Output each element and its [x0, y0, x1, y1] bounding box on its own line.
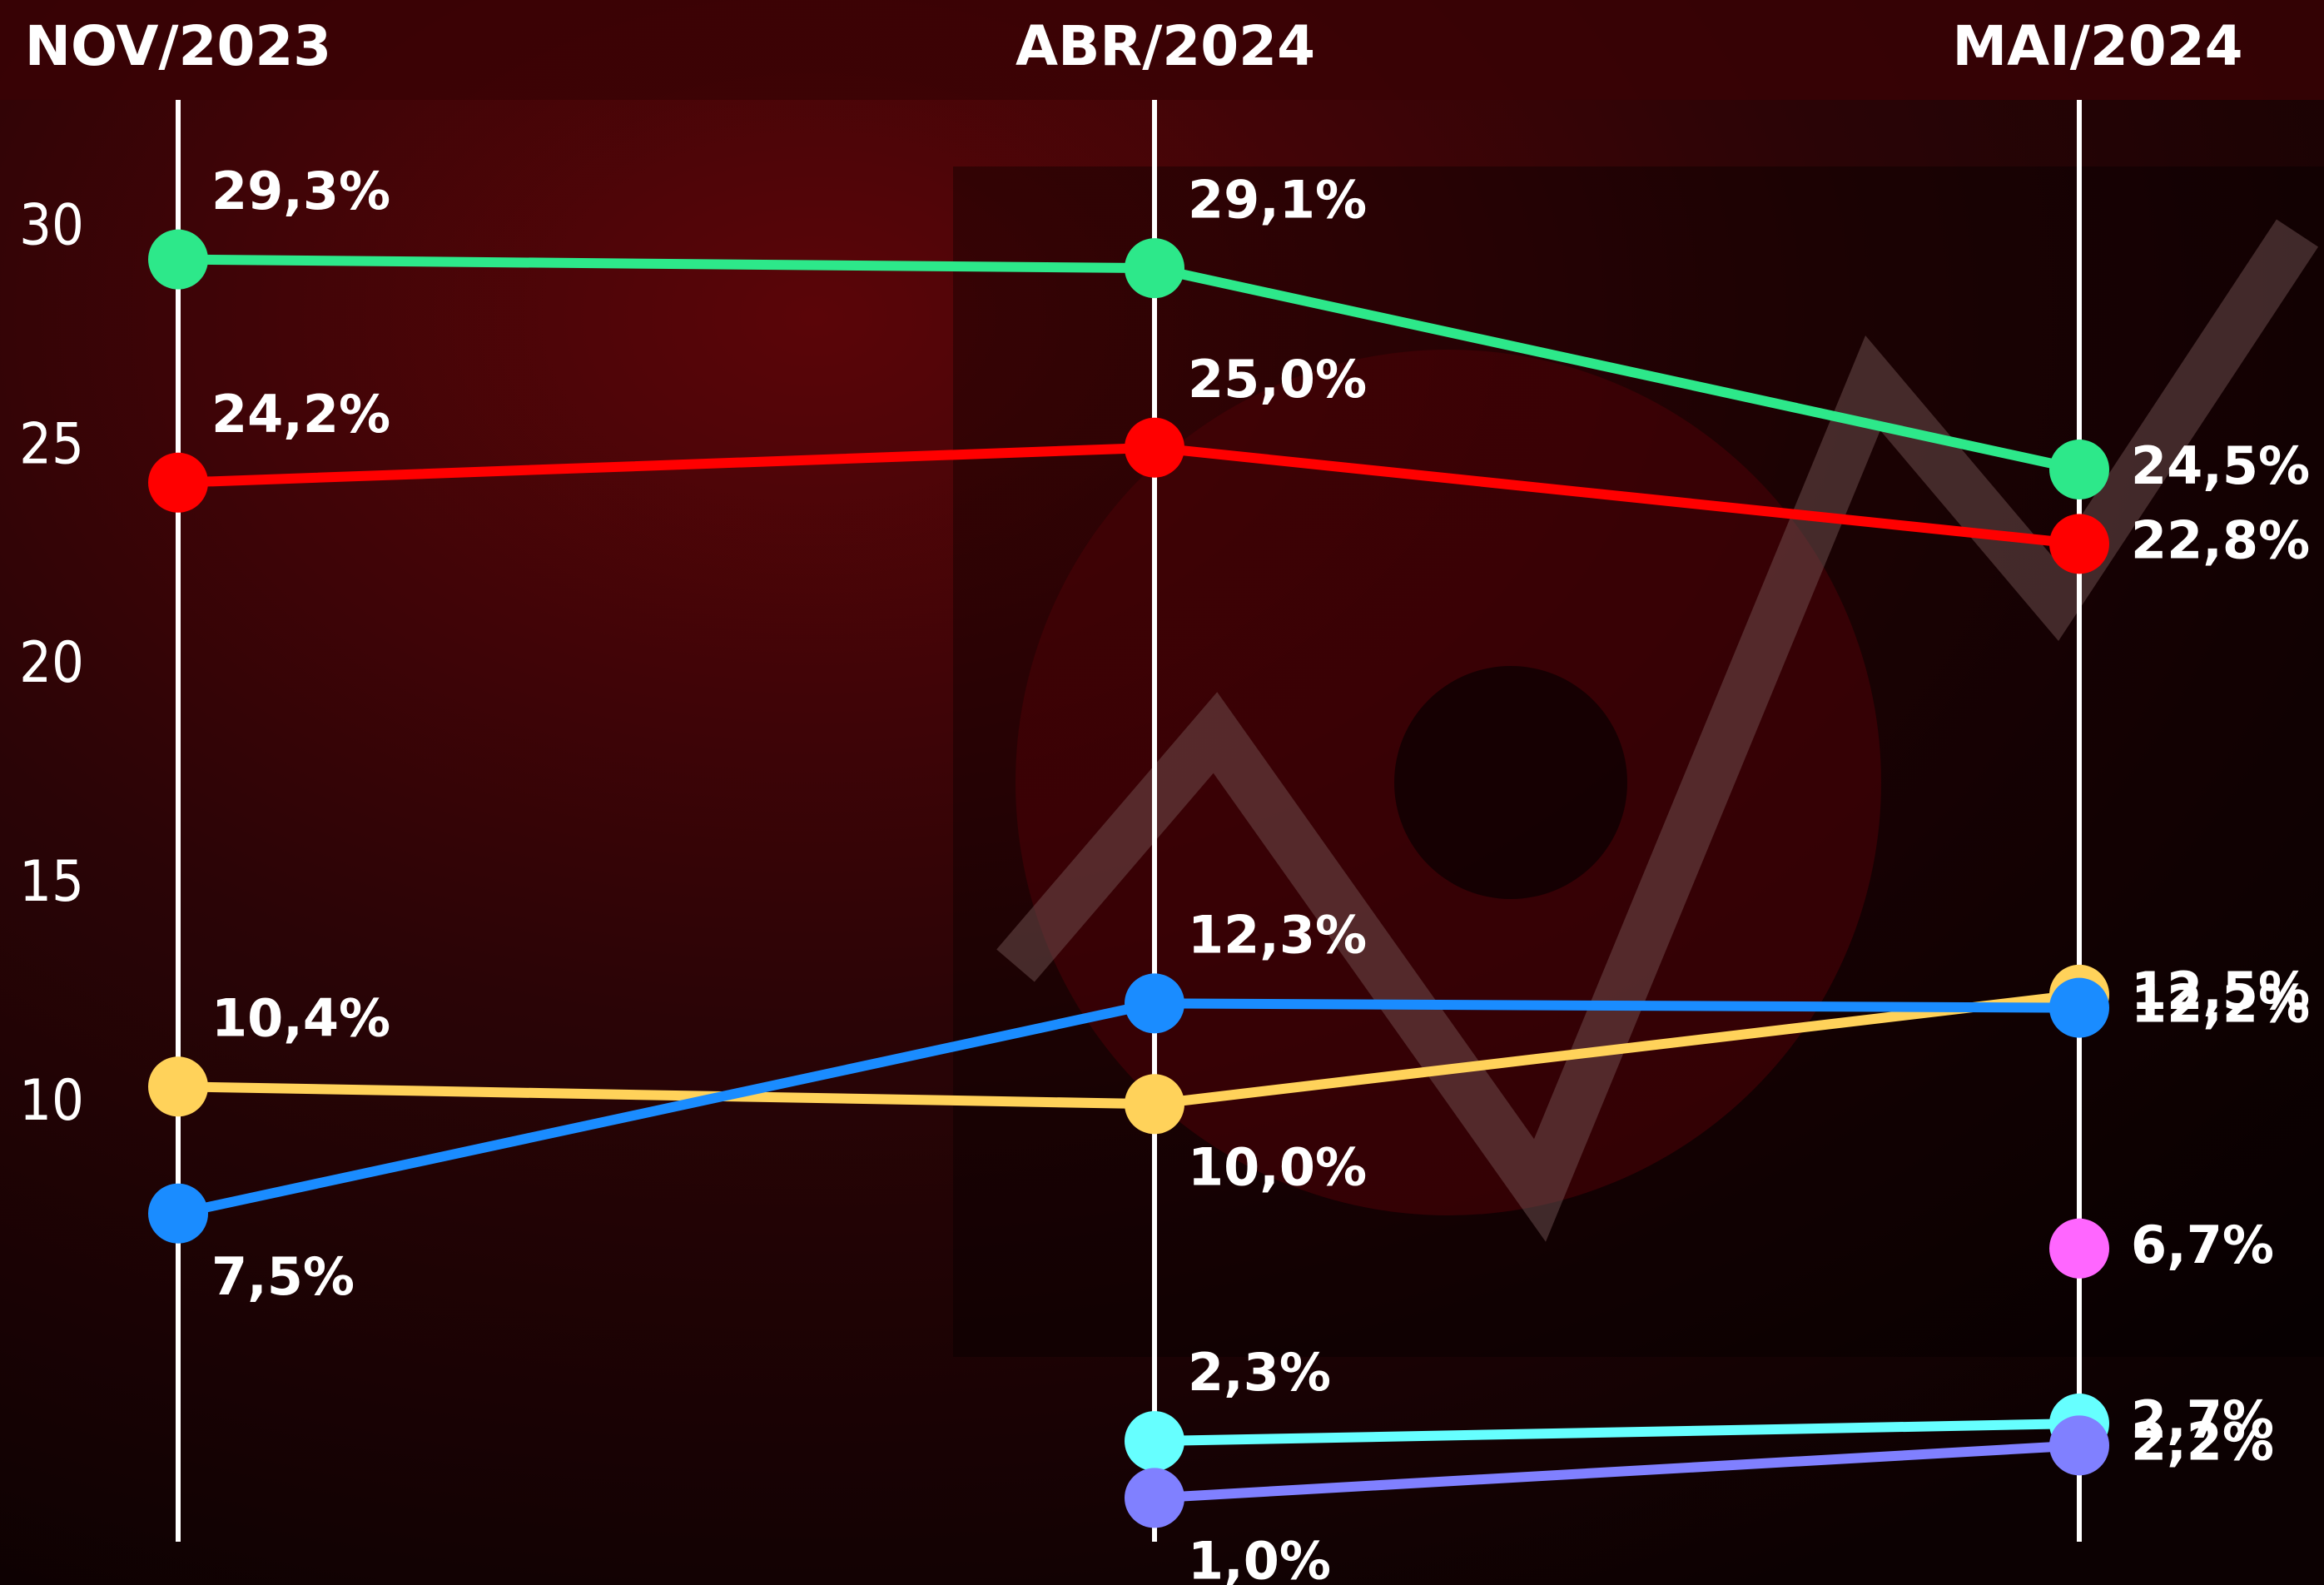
- value-label: 2,3%: [1188, 1342, 1331, 1403]
- series-line: [1154, 1440, 2080, 1503]
- y-tick-label: 15: [19, 849, 84, 915]
- value-label: 2,7%: [2131, 1389, 2274, 1450]
- data-point: [1125, 1468, 1184, 1528]
- value-label: 24,5%: [2131, 435, 2310, 496]
- value-label: 25,0%: [1188, 349, 1367, 410]
- data-point: [2049, 1218, 2109, 1279]
- data-point: [1125, 973, 1184, 1034]
- data-point: [148, 229, 208, 290]
- value-label: 29,3%: [211, 161, 390, 221]
- value-label: 22,8%: [2131, 509, 2310, 570]
- data-point: [148, 1183, 208, 1244]
- data-point: [148, 452, 208, 513]
- data-point: [1125, 238, 1184, 299]
- data-point: [1125, 1074, 1184, 1135]
- data-point: [2049, 514, 2109, 574]
- value-label: 29,1%: [1188, 169, 1367, 230]
- x-axis-label: MAI/2024: [1952, 14, 2242, 78]
- y-tick-label: 10: [19, 1068, 84, 1134]
- value-label: 12,5%: [2131, 961, 2310, 1021]
- x-axis-label: NOV/2023: [25, 14, 331, 78]
- data-point: [2049, 440, 2109, 499]
- data-point: [1125, 1411, 1184, 1472]
- data-point: [148, 1056, 208, 1117]
- value-label: 10,4%: [211, 987, 390, 1048]
- y-tick-label: 30: [19, 192, 84, 258]
- value-label: 12,3%: [1188, 904, 1367, 965]
- value-label: 6,7%: [2131, 1215, 2274, 1275]
- data-point: [2049, 977, 2109, 1038]
- header-band: [0, 0, 2324, 100]
- value-label: 1,0%: [1188, 1531, 1331, 1585]
- logo-dot: [1394, 666, 1627, 899]
- data-point: [2049, 1415, 2109, 1476]
- value-label: 2,2%: [2131, 1411, 2274, 1472]
- y-tick-label: 25: [19, 411, 84, 477]
- data-point: [1125, 417, 1184, 478]
- value-label: 10,0%: [1188, 1136, 1367, 1197]
- value-label: 24,2%: [211, 384, 390, 445]
- series-line: [1154, 1419, 2080, 1447]
- value-label: 12,2%: [2131, 974, 2310, 1035]
- x-axis-label: ABR/2024: [1016, 14, 1315, 78]
- y-tick-label: 20: [19, 630, 84, 696]
- value-label: 7,5%: [211, 1246, 355, 1307]
